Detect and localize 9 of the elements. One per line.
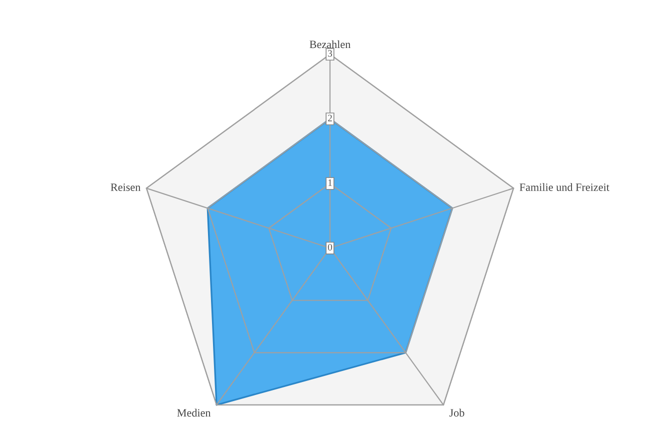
y-tick-label: 3: [328, 50, 332, 57]
y-tick-label: 1: [328, 179, 332, 186]
spoke-label: Bezahlen: [310, 40, 350, 48]
spoke-label: Familie und Freizeit: [520, 183, 610, 191]
spoke-label: Medien: [177, 408, 211, 417]
y-tick-label: 2: [328, 114, 332, 122]
spoke-label: Reisen: [110, 184, 141, 191]
spoke-label: Job: [449, 408, 464, 417]
y-tick-label: 0: [328, 244, 332, 251]
